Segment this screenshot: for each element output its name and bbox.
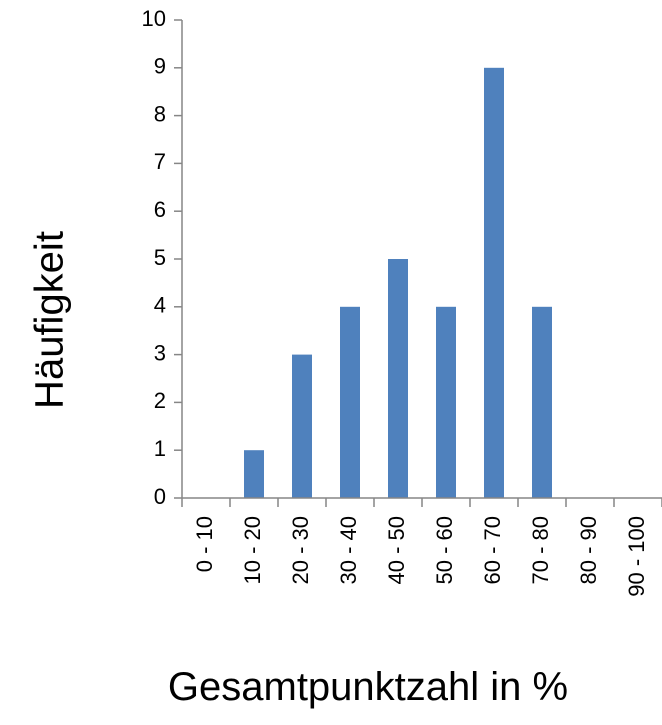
bar-6 <box>484 67 504 499</box>
y-tick-label: 0 <box>154 484 166 509</box>
x-tick-label: 60 - 70 <box>480 516 505 585</box>
y-axis-label: Häufigkeit <box>28 231 72 409</box>
bar-7 <box>532 306 552 498</box>
y-tick-label: 4 <box>154 293 166 318</box>
bar-5 <box>436 306 456 498</box>
x-tick-label: 80 - 90 <box>576 516 601 585</box>
y-tick-label: 2 <box>154 388 166 413</box>
x-tick-label: 20 - 30 <box>288 516 313 585</box>
x-tick-label: 50 - 60 <box>432 516 457 585</box>
x-tick-label: 0 - 10 <box>192 516 217 572</box>
x-tick-label: 70 - 80 <box>528 516 553 585</box>
y-tick-label: 7 <box>154 149 166 174</box>
bar-3 <box>340 306 360 498</box>
y-axis-ticks: 0 1 2 3 4 5 6 7 8 9 10 <box>142 6 182 509</box>
y-tick-label: 5 <box>154 245 166 270</box>
bar-1 <box>244 450 264 498</box>
x-tick-label: 30 - 40 <box>336 516 361 585</box>
y-tick-label: 3 <box>154 340 166 365</box>
bars <box>244 67 552 499</box>
x-axis-label: Gesamtpunktzahl in % <box>168 665 568 709</box>
y-tick-label: 9 <box>154 54 166 79</box>
x-tick-label: 10 - 20 <box>240 516 265 585</box>
x-axis-ticks: 0 - 10 10 - 20 20 - 30 30 - 40 40 - 50 50 - 6… <box>181 498 662 597</box>
bar-2 <box>292 354 312 498</box>
x-tick-label: 90 - 100 <box>624 516 649 597</box>
y-tick-label: 8 <box>154 101 166 126</box>
bar-4 <box>388 259 408 498</box>
y-tick-label: 10 <box>142 6 166 31</box>
x-tick-label: 40 - 50 <box>384 516 409 585</box>
y-tick-label: 1 <box>154 436 166 461</box>
y-tick-label: 6 <box>154 197 166 222</box>
